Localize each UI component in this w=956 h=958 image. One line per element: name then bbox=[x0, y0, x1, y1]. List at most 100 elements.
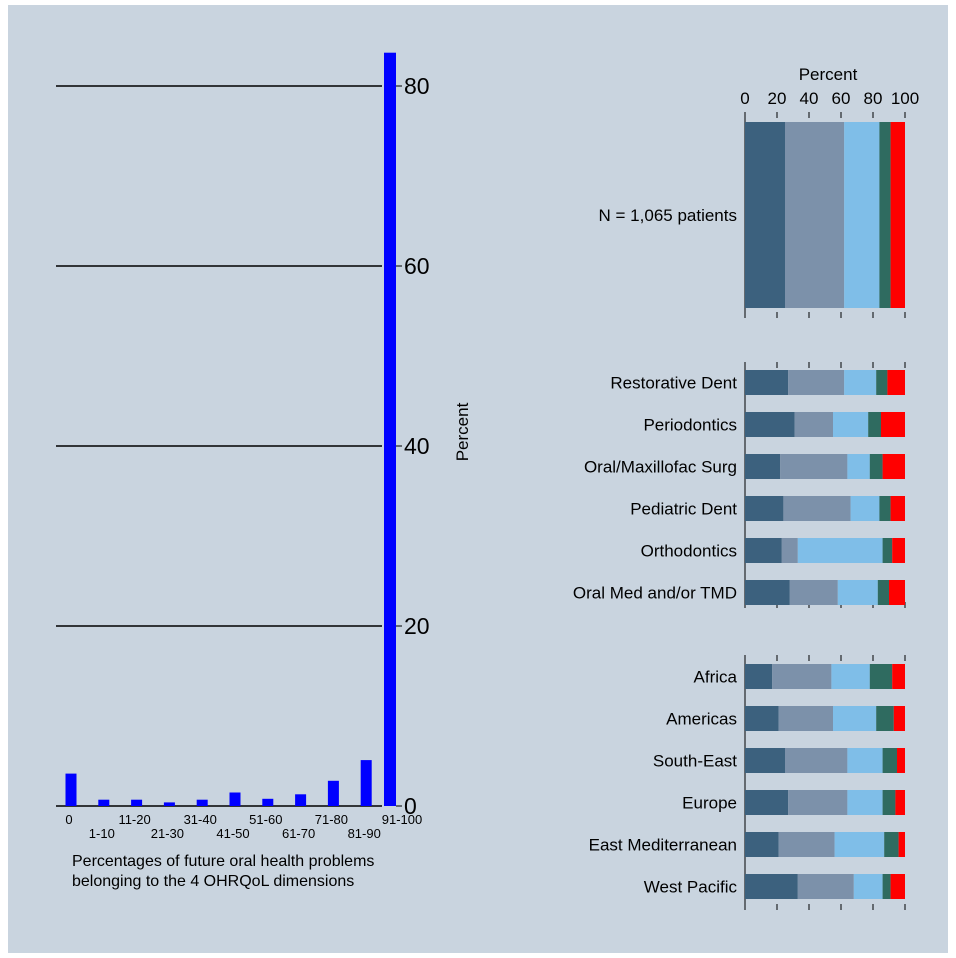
stacked-bar-segment bbox=[882, 538, 893, 563]
stacked-bar-segment bbox=[850, 496, 880, 521]
histogram-bar bbox=[262, 798, 274, 806]
histogram-bars bbox=[65, 52, 396, 806]
stacked-bar-category-label: N = 1,065 patients bbox=[599, 206, 737, 225]
stacked-bar-segment bbox=[892, 664, 905, 689]
stacked-bar-segment bbox=[831, 664, 870, 689]
histogram-x-ticks: 0 1-1011-2021-3031-4041-5051-6061-7071-80… bbox=[65, 812, 422, 841]
stacked-bar-segment bbox=[890, 122, 905, 308]
stacked-bar-segment bbox=[882, 790, 896, 815]
stacked-bar-segment bbox=[895, 790, 905, 815]
stacked-bar-segment bbox=[780, 454, 848, 479]
histogram-bar bbox=[295, 794, 307, 806]
stacked-bar-segment bbox=[882, 454, 905, 479]
stacked-bar-x-tick-label: 40 bbox=[800, 89, 819, 108]
stacked-bar-segment bbox=[797, 874, 854, 899]
stacked-bar-category-label: Oral Med and/or TMD bbox=[573, 584, 737, 603]
stacked-bar-category-label: Africa bbox=[694, 668, 738, 687]
stacked-bar-segment bbox=[745, 580, 790, 605]
stacked-bar-category-label: West Pacific bbox=[644, 878, 738, 897]
histogram-x-axis-label-line-1: Percentages of future oral health proble… bbox=[72, 853, 374, 870]
stacked-bar-segment bbox=[869, 664, 893, 689]
stacked-bar-x-tick-label: 100 bbox=[891, 89, 919, 108]
stacked-bar-category-label: Pediatric Dent bbox=[630, 500, 737, 519]
stacked-bar-segment bbox=[745, 706, 779, 731]
stacked-bar-panel: Percent 0 20 40 60 80 100 N = 1,065 patients R… bbox=[573, 65, 919, 910]
stacked-bar-segment bbox=[794, 412, 833, 437]
stacked-bar-group: Restorative Dent Periodontics Oral/Maxillo… bbox=[573, 362, 906, 608]
histogram-x-tick-label: 51-60 bbox=[249, 812, 282, 827]
stacked-bar-group: Africa Americas South-East Europe East Medit… bbox=[589, 655, 906, 910]
histogram-x-tick-label: 0 bbox=[65, 812, 72, 827]
stacked-bar-segment bbox=[876, 706, 894, 731]
histogram-bar bbox=[98, 799, 110, 806]
histogram-y-tick-label: 20 bbox=[404, 613, 430, 639]
stacked-bar-segment bbox=[890, 874, 905, 899]
stacked-bar-segment bbox=[869, 454, 883, 479]
stacked-bar-segment bbox=[897, 748, 905, 773]
stacked-bar-category-label: South-East bbox=[653, 752, 737, 771]
histogram-bar bbox=[65, 773, 77, 806]
stacked-bar-segment bbox=[868, 412, 881, 437]
histogram-x-tick-label: 61-70 bbox=[282, 826, 315, 841]
stacked-bar-segment bbox=[877, 580, 889, 605]
stacked-bar-segment bbox=[783, 496, 851, 521]
histogram-panel: 0 20 40 60 80 0 1-1011-2021-3031-4041-5051-60… bbox=[56, 52, 472, 890]
stacked-bar-segment bbox=[778, 832, 835, 857]
histogram-y-tick-label: 80 bbox=[404, 73, 430, 99]
stacked-bar-segment bbox=[745, 664, 773, 689]
stacked-bar-x-tick-label: 20 bbox=[768, 89, 787, 108]
stacked-bar-segment bbox=[889, 580, 905, 605]
stacked-bar-segment bbox=[778, 706, 833, 731]
stacked-bar-segment bbox=[781, 538, 798, 563]
stacked-bar-x-axis-label: Percent bbox=[799, 65, 858, 84]
stacked-bar-segment bbox=[745, 370, 789, 395]
stacked-bar-segment bbox=[879, 122, 891, 308]
stacked-bar-group: N = 1,065 patients bbox=[599, 112, 906, 318]
stacked-bar-segment bbox=[847, 790, 883, 815]
stacked-bar-segment bbox=[853, 874, 883, 899]
stacked-bar-segment bbox=[788, 370, 845, 395]
histogram-x-tick-label: 91-100 bbox=[382, 812, 422, 827]
stacked-bar-segment bbox=[884, 832, 899, 857]
stacked-bar-segment bbox=[785, 748, 848, 773]
stacked-bar-segment bbox=[745, 454, 781, 479]
stacked-bar-segment bbox=[834, 832, 885, 857]
stacked-bar-segment bbox=[892, 538, 905, 563]
stacked-bar-segment bbox=[745, 412, 795, 437]
stacked-bar-segment bbox=[745, 496, 784, 521]
histogram-y-tick-label: 40 bbox=[404, 433, 430, 459]
stacked-bar-segment bbox=[788, 790, 848, 815]
histogram-y-axis-label: Percent bbox=[453, 402, 472, 461]
histogram-bar bbox=[327, 780, 339, 806]
histogram-bar bbox=[384, 52, 396, 806]
histogram-x-tick-label: 71-80 bbox=[315, 812, 348, 827]
histogram-bar bbox=[196, 799, 208, 806]
stacked-bar-segment bbox=[898, 832, 905, 857]
histogram-y-tick-label: 0 bbox=[404, 793, 417, 819]
stacked-bar-x-tick-label: 0 bbox=[740, 89, 749, 108]
stacked-bar-segment bbox=[887, 370, 905, 395]
stacked-bar-segment bbox=[847, 454, 870, 479]
stacked-bar-segment bbox=[745, 122, 785, 308]
histogram-x-tick-label: 21-30 bbox=[151, 826, 184, 841]
stacked-bar-segment bbox=[772, 664, 832, 689]
histogram-bar bbox=[163, 802, 175, 806]
stacked-bar-segment bbox=[890, 496, 905, 521]
stacked-bar-category-label: East Mediterranean bbox=[589, 836, 737, 855]
stacked-bar-category-label: Periodontics bbox=[643, 416, 737, 435]
stacked-bar-segment bbox=[785, 122, 845, 308]
stacked-bar-segment bbox=[833, 412, 869, 437]
stacked-bar-segment bbox=[789, 580, 838, 605]
stacked-bar-x-tick-label: 60 bbox=[832, 89, 851, 108]
histogram-bar bbox=[131, 799, 143, 806]
stacked-bar-segment bbox=[745, 538, 782, 563]
stacked-bar-category-label: Americas bbox=[666, 710, 737, 729]
stacked-bar-segment bbox=[844, 370, 877, 395]
stacked-bar-segment bbox=[745, 832, 779, 857]
stacked-bar-segment bbox=[745, 790, 789, 815]
histogram-x-tick-label: 31-40 bbox=[184, 812, 217, 827]
histogram-bar bbox=[360, 760, 372, 806]
stacked-bar-category-label: Europe bbox=[682, 794, 737, 813]
stacked-bar-segment bbox=[882, 874, 891, 899]
